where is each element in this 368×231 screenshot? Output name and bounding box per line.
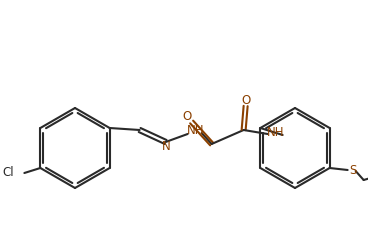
Text: NH: NH bbox=[187, 125, 204, 137]
Text: S: S bbox=[349, 164, 356, 176]
Text: Cl: Cl bbox=[3, 167, 14, 179]
Text: NH: NH bbox=[267, 125, 284, 139]
Text: O: O bbox=[182, 110, 191, 124]
Text: O: O bbox=[241, 94, 250, 106]
Text: N: N bbox=[162, 140, 171, 154]
